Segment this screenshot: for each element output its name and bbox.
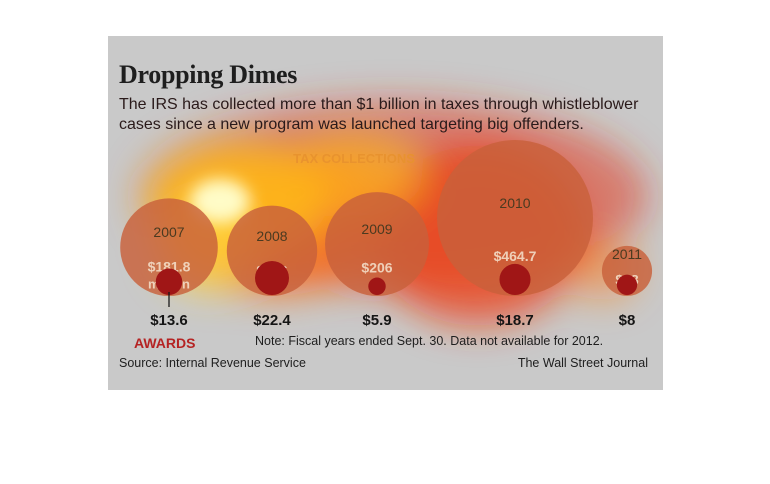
year-label: 2009	[361, 221, 392, 237]
collections-bubble	[226, 205, 318, 296]
award-value-label: $22.4	[253, 312, 291, 329]
collections-bubble	[325, 192, 429, 296]
collections-value-label: $206	[361, 260, 392, 276]
chart-note: Note: Fiscal years ended Sept. 30. Data …	[255, 334, 604, 348]
collections-series-label: TAX COLLECTIONS	[293, 151, 415, 166]
award-bubble	[255, 261, 289, 295]
collections-bubble	[601, 245, 653, 296]
award-value-label: $13.6	[150, 312, 188, 329]
award-bubble	[155, 268, 183, 295]
bubble-chart: 2007$181.8million2008$1562009$2062010$46…	[120, 140, 653, 351]
infographic-card: Dropping Dimes The IRS has collected mor…	[108, 36, 663, 390]
collections-value-label: $181.8	[148, 259, 191, 275]
award-bubble	[368, 277, 386, 295]
collections-bubble	[437, 140, 593, 296]
year-label: 2011	[612, 246, 642, 262]
award-value-label: $18.7	[496, 312, 534, 329]
collections-value-label: $464.7	[494, 248, 537, 264]
chart-source: Source: Internal Revenue Service	[119, 356, 306, 370]
award-value-label: $8	[619, 312, 636, 329]
chart-subtitle: The IRS has collected more than $1 billi…	[119, 96, 639, 133]
year-label: 2010	[499, 195, 530, 211]
awards-series-label: AWARDS	[134, 335, 195, 351]
chart-credit: The Wall Street Journal	[517, 356, 648, 370]
award-bubble	[499, 263, 531, 295]
year-label: 2007	[153, 224, 184, 240]
award-bubble	[616, 274, 638, 295]
award-value-label: $5.9	[362, 312, 391, 329]
year-label: 2008	[256, 228, 287, 244]
collections-bubble	[120, 198, 218, 296]
chart-title: Dropping Dimes	[119, 60, 298, 89]
